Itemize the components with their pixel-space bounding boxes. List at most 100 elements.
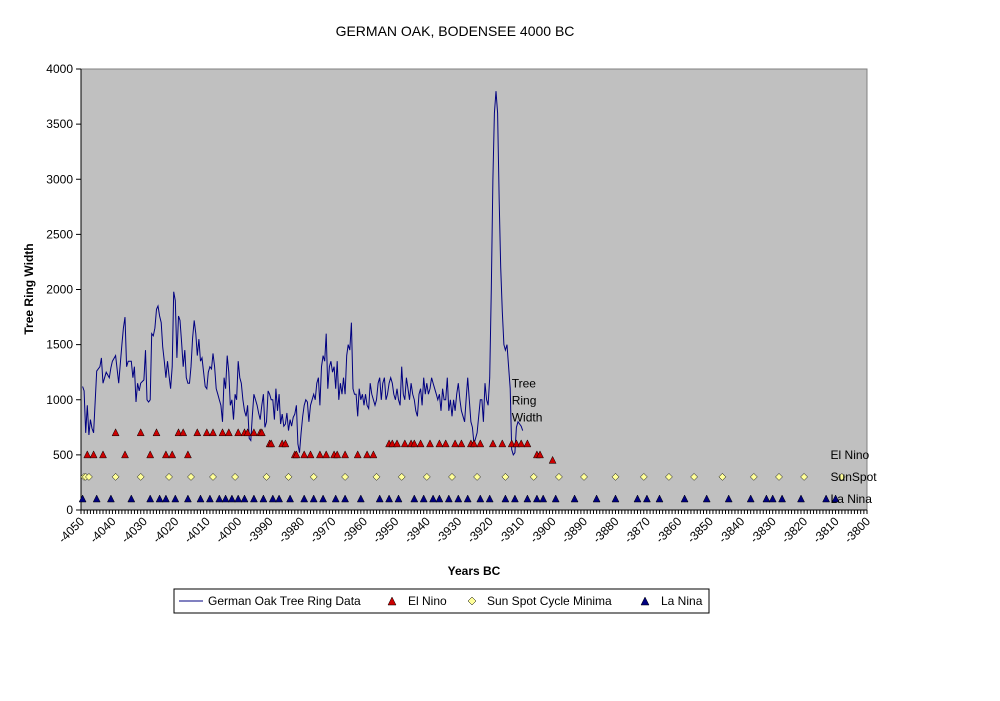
x-tick-label: -4000 <box>213 514 245 546</box>
y-tick-label: 2000 <box>46 283 73 297</box>
y-tick-label: 4000 <box>46 62 73 76</box>
marker-sun-spot-cycle-minima <box>136 473 145 481</box>
marker-sun-spot-cycle-minima <box>611 473 620 481</box>
marker-el-nino <box>457 439 466 448</box>
marker-la-nina <box>385 494 394 503</box>
marker-la-nina <box>680 494 689 503</box>
marker-la-nina <box>155 494 164 503</box>
marker-la-nina <box>523 494 532 503</box>
marker-el-nino <box>111 428 120 437</box>
y-tick-label: 1500 <box>46 338 73 352</box>
y-tick-label: 1000 <box>46 393 73 407</box>
marker-la-nina <box>240 494 249 503</box>
marker-el-nino <box>218 428 227 437</box>
marker-el-nino <box>234 428 243 437</box>
marker-el-nino <box>410 439 419 448</box>
series-end-label-el-nino: El Nino <box>831 448 870 462</box>
x-tick-label: -3940 <box>401 514 433 546</box>
marker-sun-spot-cycle-minima <box>187 473 195 481</box>
marker-la-nina <box>356 494 365 503</box>
marker-el-nino <box>488 439 497 448</box>
marker-el-nino <box>441 439 450 448</box>
marker-el-nino <box>89 450 98 459</box>
marker-la-nina <box>762 494 771 503</box>
x-tick-label: -3960 <box>338 514 370 546</box>
marker-la-nina <box>275 494 284 503</box>
marker-el-nino <box>202 428 211 437</box>
marker-el-nino <box>161 450 170 459</box>
marker-la-nina <box>196 494 205 503</box>
marker-el-nino <box>179 428 188 437</box>
x-tick-label: -4040 <box>87 514 119 546</box>
marker-la-nina <box>205 494 214 503</box>
marker-la-nina <box>592 494 601 503</box>
marker-el-nino <box>416 439 425 448</box>
marker-la-nina <box>171 494 180 503</box>
marker-la-nina <box>221 494 230 503</box>
marker-la-nina <box>249 494 258 503</box>
marker-la-nina <box>611 494 620 503</box>
marker-la-nina <box>268 494 277 503</box>
chart-title: GERMAN OAK, BODENSEE 4000 BC <box>336 23 575 39</box>
marker-sun-spot-cycle-minima <box>422 473 431 481</box>
marker-el-nino <box>315 450 324 459</box>
marker-sun-spot-cycle-minima <box>639 473 648 481</box>
marker-el-nino <box>476 439 485 448</box>
marker-la-nina <box>510 494 519 503</box>
marker-el-nino <box>341 450 350 459</box>
marker-la-nina <box>92 494 101 503</box>
marker-sun-spot-cycle-minima <box>309 473 318 481</box>
x-tick-label: -3920 <box>464 514 496 546</box>
marker-el-nino <box>152 428 161 437</box>
series-end-labels: Tree Ring Width El Nino SunSpot La Nina <box>512 377 878 506</box>
marker-sun-spot-cycle-minima <box>718 473 727 481</box>
marker-el-nino <box>523 439 532 448</box>
x-axis: -4050 -4040 -4030 -4020 -4010 -4000 -3990 -3980… <box>56 509 874 546</box>
marker-la-nina <box>78 494 87 503</box>
marker-la-nina <box>570 494 579 503</box>
marker-la-nina <box>485 494 494 503</box>
marker-la-nina <box>234 494 243 503</box>
marker-el-nino <box>498 439 507 448</box>
marker-la-nina <box>532 494 541 503</box>
marker-el-nino <box>426 439 434 448</box>
legend-box <box>173 588 710 614</box>
marker-la-nina <box>429 494 438 503</box>
marker-el-nino <box>249 428 258 437</box>
series-end-label-tree-ring: Tree <box>512 377 537 391</box>
x-tick-label: -3810 <box>810 514 842 546</box>
x-tick-label: -3870 <box>621 514 653 546</box>
marker-la-nina <box>797 494 805 503</box>
marker-la-nina <box>444 494 453 503</box>
marker-el-nino <box>512 439 521 448</box>
marker-el-nino <box>451 439 460 448</box>
marker-el-nino <box>267 439 276 448</box>
marker-sun-spot-cycle-minima <box>397 473 406 481</box>
marker-la-nina <box>227 494 236 503</box>
x-tick-label: -4020 <box>150 514 182 546</box>
marker-la-nina <box>161 494 170 503</box>
marker-la-nina <box>331 494 340 503</box>
marker-el-nino <box>183 450 192 459</box>
marker-el-nino <box>548 455 557 464</box>
marker-la-nina <box>419 494 428 503</box>
marker-el-nino <box>388 439 397 448</box>
marker-la-nina <box>454 494 463 503</box>
series-end-label-tree-ring: Ring <box>512 394 537 408</box>
marker-el-nino <box>99 450 107 459</box>
x-tick-label: -3800 <box>842 514 874 546</box>
series-layer <box>78 91 846 503</box>
marker-el-nino <box>322 450 331 459</box>
marker-sun-spot-cycle-minima <box>665 473 673 481</box>
x-tick-label: -4030 <box>118 514 150 546</box>
x-tick-label: -3950 <box>370 514 402 546</box>
marker-el-nino <box>470 439 478 448</box>
marker-sun-spot-cycle-minima <box>775 473 783 481</box>
legend-label-la-nina: La Nina <box>661 594 703 608</box>
y-axis-label: Tree Ring Width <box>22 243 36 334</box>
marker-la-nina <box>146 494 155 503</box>
x-tick-label: -3910 <box>496 514 528 546</box>
marker-la-nina <box>319 494 328 503</box>
marker-la-nina <box>501 494 510 503</box>
